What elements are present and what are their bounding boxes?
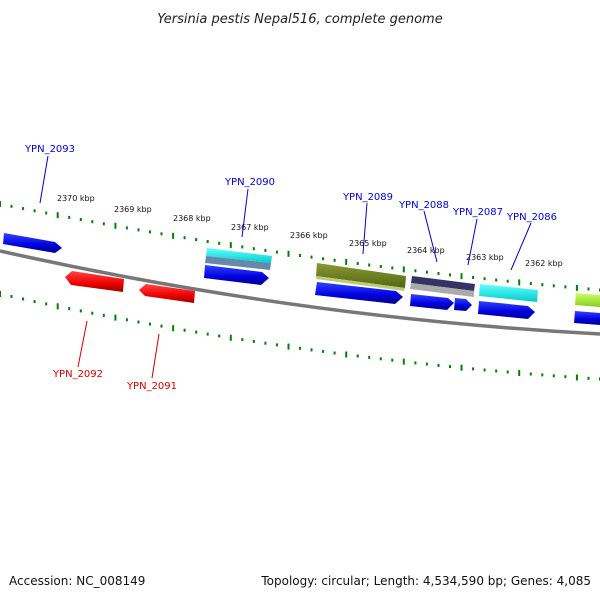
feature-bar (316, 263, 406, 288)
leader-line (151, 333, 160, 379)
gene-arrow-forward[interactable] (204, 265, 269, 285)
gene-arrow-forward[interactable] (410, 294, 454, 310)
gene-arrow-forward[interactable] (478, 301, 535, 319)
feature-bar (411, 276, 475, 291)
gene-labels: YPN_2093 YPN_2092 YPN_2091 YPN_2090 YPN_… (24, 144, 557, 392)
kbp-label: 2370 kbp (57, 194, 95, 203)
kbp-label: 2362 kbp (525, 259, 563, 268)
gene-label[interactable]: YPN_2091 (126, 381, 177, 392)
gene-label[interactable]: YPN_2088 (398, 200, 449, 211)
kbp-labels: 2370 kbp 2369 kbp 2368 kbp 2367 kbp 2366… (57, 194, 563, 268)
gene-label[interactable]: YPN_2087 (452, 207, 503, 218)
kbp-label: 2366 kbp (290, 231, 328, 240)
outer-scale-ticks (0, 201, 600, 292)
gene-label[interactable]: YPN_2093 (24, 144, 75, 155)
feature-bar (479, 284, 538, 302)
gene-arrow-forward[interactable] (3, 233, 62, 253)
forward-genes (3, 233, 600, 325)
kbp-label: 2368 kbp (173, 214, 211, 223)
leader-line (39, 155, 49, 204)
gene-arrow-reverse[interactable] (139, 284, 195, 303)
feature-bar (205, 256, 271, 270)
gene-label[interactable]: YPN_2092 (52, 369, 103, 380)
leader-line (423, 210, 438, 263)
feature-track (205, 248, 600, 307)
reverse-genes (65, 271, 195, 303)
gene-arrow-forward[interactable] (315, 282, 403, 304)
kbp-label: 2365 kbp (349, 239, 387, 248)
genome-backbone (0, 249, 600, 336)
genome-summary: Topology: circular; Length: 4,534,590 bp… (260, 574, 591, 588)
leader-line (77, 320, 88, 368)
gene-arrow-forward[interactable] (574, 311, 600, 325)
label-leaders (39, 155, 532, 379)
kbp-label: 2369 kbp (114, 205, 152, 214)
accession-text: Accession: NC_008149 (9, 574, 145, 588)
leader-line (362, 202, 368, 255)
feature-bar (575, 293, 600, 307)
leader-line (241, 188, 249, 238)
feature-bar (410, 283, 474, 297)
inner-scale-ticks (0, 291, 600, 381)
kbp-label: 2364 kbp (407, 246, 445, 255)
gene-arrow-forward[interactable] (454, 298, 472, 311)
feature-bar (206, 248, 272, 263)
kbp-label: 2363 kbp (466, 253, 504, 262)
gene-label[interactable]: YPN_2086 (506, 212, 557, 223)
gene-label[interactable]: YPN_2090 (224, 177, 275, 188)
leader-line (510, 222, 532, 271)
feature-bar (316, 276, 405, 291)
map-title: Yersinia pestis Nepal516, complete genom… (157, 12, 442, 27)
kbp-label: 2367 kbp (231, 223, 269, 232)
gene-label[interactable]: YPN_2089 (342, 192, 393, 203)
leader-line (467, 218, 478, 266)
gene-arrow-reverse[interactable] (65, 271, 124, 292)
